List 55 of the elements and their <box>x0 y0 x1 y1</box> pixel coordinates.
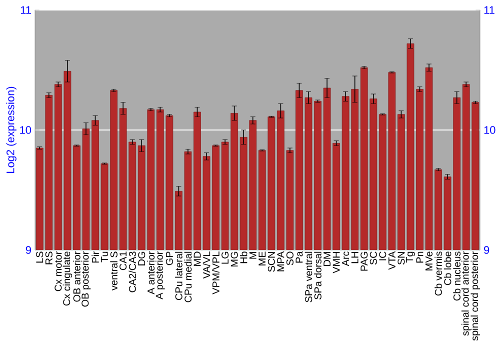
x-tick-label: MPA <box>277 251 284 272</box>
x-tick-label: CPu medial <box>184 252 192 302</box>
x-tick-label: DM <box>324 252 330 266</box>
x-tick-label: Hb <box>240 252 248 264</box>
x-tick-label: SO <box>286 252 294 266</box>
x-tick-label: ventral S <box>110 252 118 290</box>
x-tick-label: Cb vermis <box>434 252 442 296</box>
x-tick-label: Pir <box>92 251 99 263</box>
y-tick-label: 9 <box>26 246 31 254</box>
x-tick-label: OB anterior <box>73 251 80 302</box>
y2-tick-label: 10 <box>484 126 496 134</box>
x-tick-label: Tu <box>101 252 108 262</box>
y2-tick-label: 11 <box>484 6 494 14</box>
x-tick-label: OB posterior <box>81 251 91 307</box>
x-tick-label: ME <box>258 252 266 266</box>
x-tick-label: MVe <box>426 252 432 270</box>
x-tick-label: Pn <box>416 252 424 263</box>
x-tick-label: A posterior <box>156 251 165 300</box>
x-tick-label: SCN <box>268 252 275 272</box>
x-tick-label: MG <box>230 252 238 266</box>
x-tick-label: SPa ventral <box>304 252 312 302</box>
x-tick-label: VTA <box>388 251 396 270</box>
y2-tick-label: 9 <box>484 246 490 254</box>
y-tick-label: 10 <box>20 126 32 134</box>
x-tick-label: PAG <box>360 252 368 271</box>
x-tick-label: SC <box>370 252 377 265</box>
x-tick-label: Tg <box>406 252 415 263</box>
x-tick-label: Cx motor <box>54 251 62 292</box>
x-tick-label: DG <box>138 252 146 266</box>
x-tick-label: Cx cingulate <box>62 252 72 306</box>
x-tick-label: spinal cord anterior <box>461 251 471 336</box>
y-axis-title: Log2 (expression) <box>6 86 16 173</box>
x-tick-label: A anterior <box>147 251 155 294</box>
x-tick-label: Cb nucleus <box>453 252 460 301</box>
x-tick-label: LG <box>222 252 229 264</box>
x-tick-label: Pa <box>296 251 303 263</box>
x-tick-label: VA/VL <box>202 252 210 279</box>
x-tick-label: spinal cord posterior <box>470 251 480 341</box>
x-tick-label: VPM/VPL <box>212 252 220 294</box>
x-tick-label: RS <box>45 252 52 264</box>
x-tick-label: CPu lateral <box>175 252 182 300</box>
x-tick-label: IC <box>379 252 386 260</box>
x-tick-label: CA2/CA3 <box>128 252 136 292</box>
x-tick-label: LS <box>36 252 44 263</box>
x-tick-label: GP <box>166 252 173 266</box>
x-tick-label: MD <box>194 252 201 266</box>
x-tick-label: VMH <box>332 252 340 274</box>
x-tick-label: Cb lobe <box>444 252 452 286</box>
x-tick-label: SN <box>398 252 405 265</box>
x-tick-label: M <box>249 252 256 259</box>
x-tick-label: Arc <box>342 251 350 266</box>
x-tick-label: CA1 <box>120 252 127 270</box>
y-tick-label: 11 <box>20 6 31 14</box>
x-tick-label: LH <box>351 252 358 264</box>
x-tick-label: SPa dorsal <box>314 252 322 300</box>
